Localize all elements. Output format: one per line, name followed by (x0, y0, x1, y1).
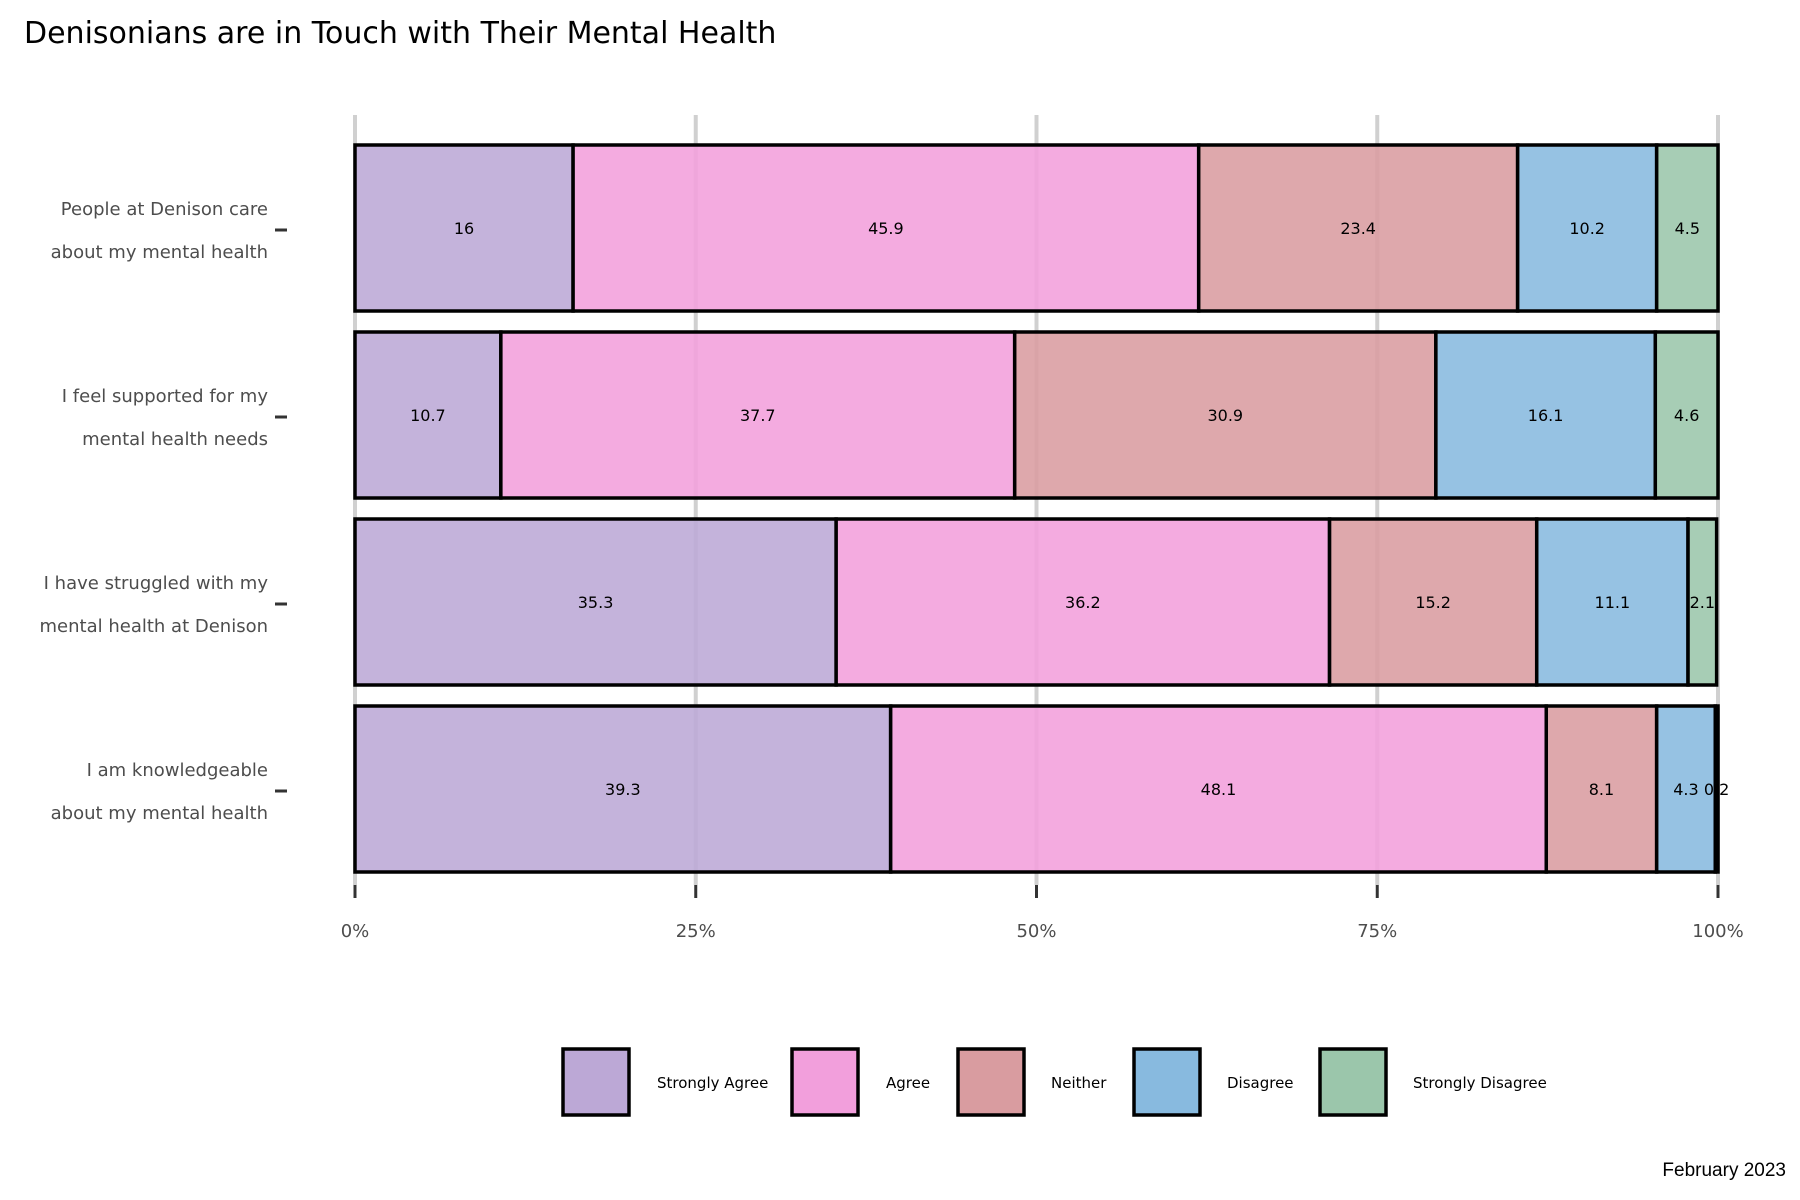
category-label: I am knowledgeable (87, 760, 268, 781)
bar-segment (1653, 330, 1720, 500)
x-tick-label: 100% (1692, 921, 1743, 942)
data-label: 30.9 (1207, 406, 1243, 425)
bar-segment (1544, 704, 1659, 874)
category-label: I have struggled with my (44, 573, 269, 594)
bar-segment (1534, 517, 1690, 687)
bar-segment (353, 704, 893, 874)
bars: 16 45.9 23.4 10.2 4.5 10.7 37.7 30.9 16.1 4.6 35.3… (353, 143, 1729, 874)
legend-label: Neither (1051, 1074, 1107, 1092)
caption: February 2023 (1662, 1160, 1786, 1181)
legend-key (956, 1047, 1026, 1117)
data-label: 4.3 (1673, 780, 1698, 799)
category-label: mental health needs (82, 429, 268, 450)
bar-segment (888, 704, 1549, 874)
category-label: People at Denison care (61, 199, 268, 220)
bar-segment (1654, 143, 1720, 313)
data-label: 15.2 (1415, 593, 1451, 612)
bar-segment (1713, 704, 1720, 874)
data-label: 45.9 (868, 219, 904, 238)
data-label: 23.4 (1340, 219, 1376, 238)
data-label: 36.2 (1065, 593, 1101, 612)
data-label: 16 (454, 219, 474, 238)
category-labels: People at Denison care about my mental he… (40, 199, 287, 824)
legend-key (561, 1047, 631, 1117)
bar-segment (353, 143, 575, 313)
legend-label: Strongly Agree (657, 1074, 768, 1092)
legend-label: Strongly Disagree (1413, 1074, 1547, 1092)
legend: Strongly Agree Agree Neither Disagree Strong… (561, 1047, 1547, 1117)
legend-key (1132, 1047, 1202, 1117)
x-tick-label: 50% (1016, 921, 1056, 942)
data-label: 10.2 (1569, 219, 1605, 238)
data-label: 4.5 (1675, 219, 1700, 238)
bar-segment (1327, 517, 1539, 687)
bar-segment (1012, 330, 1438, 500)
data-label: 16.1 (1528, 406, 1564, 425)
bar-segment (834, 517, 1332, 687)
data-label: 4.6 (1674, 406, 1699, 425)
category-label: mental health at Denison (40, 616, 268, 637)
category-label: about my mental health (51, 242, 268, 263)
category-label: about my mental health (51, 803, 268, 824)
x-tick-label: 25% (676, 921, 716, 942)
data-label: 37.7 (740, 406, 776, 425)
legend-key (790, 1047, 860, 1117)
legend-label: Agree (886, 1074, 930, 1092)
x-tick-label: 75% (1357, 921, 1397, 942)
data-label: 11.1 (1595, 593, 1631, 612)
data-label: 48.1 (1201, 780, 1237, 799)
bar-segment (571, 143, 1201, 313)
bar-segment (499, 330, 1017, 500)
x-tick-label: 0% (341, 921, 370, 942)
data-label: 8.1 (1589, 780, 1614, 799)
data-label: 39.3 (605, 780, 641, 799)
legend-key (1318, 1047, 1388, 1117)
chart-title: Denisonians are in Touch with Their Ment… (24, 16, 777, 51)
bar-segment (1686, 517, 1719, 687)
data-label: 2.1 (1690, 593, 1715, 612)
data-label: 0.2 (1704, 780, 1729, 799)
bar-segment (1434, 330, 1658, 500)
bar-segment (353, 330, 503, 500)
category-label: I feel supported for my (62, 386, 269, 407)
data-label: 10.7 (410, 406, 446, 425)
x-axis-ticks: 0% 25% 50% 75% 100% (341, 885, 1744, 942)
legend-label: Disagree (1227, 1074, 1294, 1092)
data-label: 35.3 (578, 593, 614, 612)
bar-segment (1654, 704, 1718, 874)
bar-segment (353, 517, 838, 687)
